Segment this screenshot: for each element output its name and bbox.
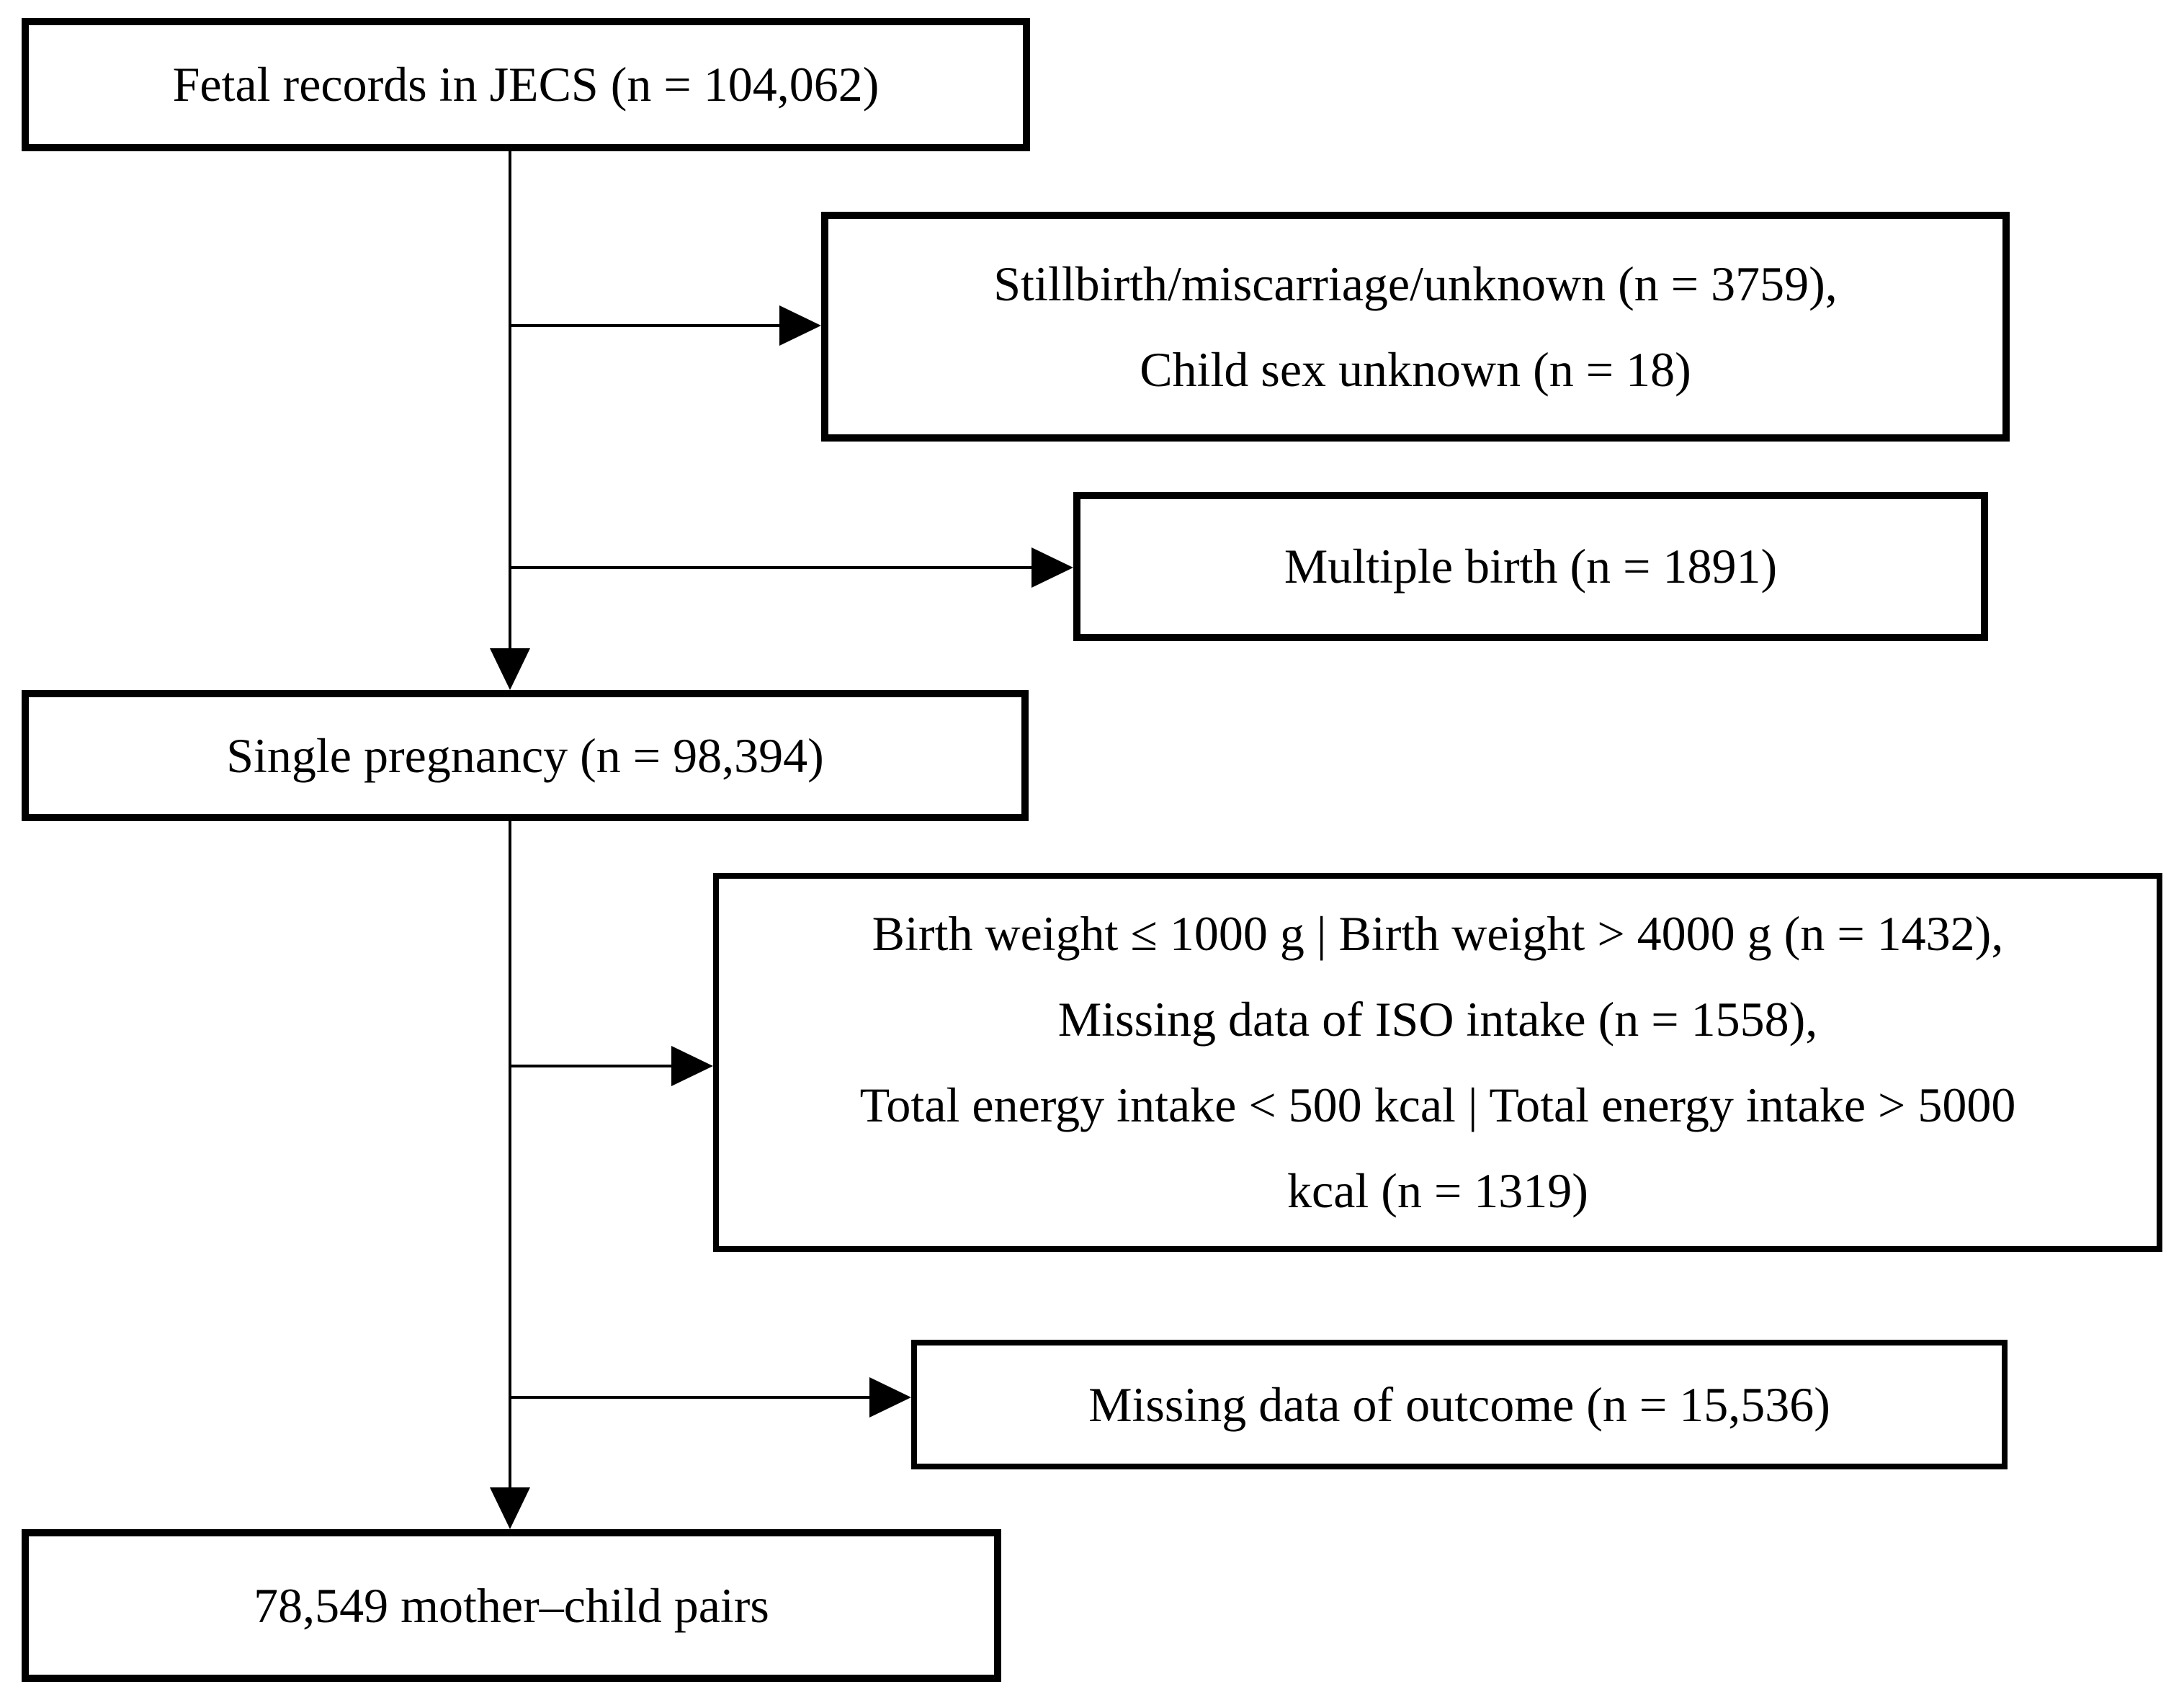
excluded-stillbirth-line1: Stillbirth/miscarriage/unknown (n = 3759… [993,256,1838,311]
arrowhead-down-icon [490,1487,530,1529]
connector-to-missing-outcome [510,1396,871,1399]
connector-to-exclusion-criteria [510,1065,673,1067]
fetal-records-text: Fetal records in JECS (n = 104,062) [172,57,880,112]
excluded-multiple-birth-text: Multiple birth (n = 1891) [1284,539,1778,594]
arrowhead-right-icon [1031,547,1073,588]
single-pregnancy-text: Single pregnancy (n = 98,394) [226,727,824,783]
excluded-missing-outcome-box: Missing data of outcome (n = 15,536) [911,1340,2008,1469]
arrowhead-right-icon [869,1377,911,1418]
excluded-criteria-line2: Missing data of ISO intake (n = 1558), [1057,992,1818,1047]
excluded-criteria-line4: kcal (n = 1319) [1287,1163,1588,1218]
excluded-criteria-line1: Birth weight ≤ 1000 g | Birth weight > 4… [872,906,2004,961]
final-sample-box: 78,549 mother–child pairs [22,1529,1001,1682]
excluded-stillbirth-line2: Child sex unknown (n = 18) [1140,341,1691,397]
arrowhead-down-icon [490,648,530,690]
connector-to-multiple-birth [510,566,1033,569]
excluded-criteria-line3: Total energy intake < 500 kcal | Total e… [859,1078,2016,1132]
arrowhead-right-icon [671,1046,713,1086]
excluded-stillbirth-box: Stillbirth/miscarriage/unknown (n = 3759… [821,212,2010,442]
fetal-records-box: Fetal records in JECS (n = 104,062) [22,18,1030,151]
excluded-criteria-box: Birth weight ≤ 1000 g | Birth weight > 4… [713,873,2162,1252]
excluded-multiple-birth-box: Multiple birth (n = 1891) [1073,492,1988,641]
arrowhead-right-icon [779,305,821,346]
single-pregnancy-box: Single pregnancy (n = 98,394) [22,690,1029,821]
final-sample-text: 78,549 mother–child pairs [254,1577,769,1633]
connector-fetal-to-single [509,151,511,650]
connector-single-to-final [509,821,511,1489]
connector-to-stillbirth [510,324,781,327]
excluded-missing-outcome-text: Missing data of outcome (n = 15,536) [1088,1376,1830,1432]
